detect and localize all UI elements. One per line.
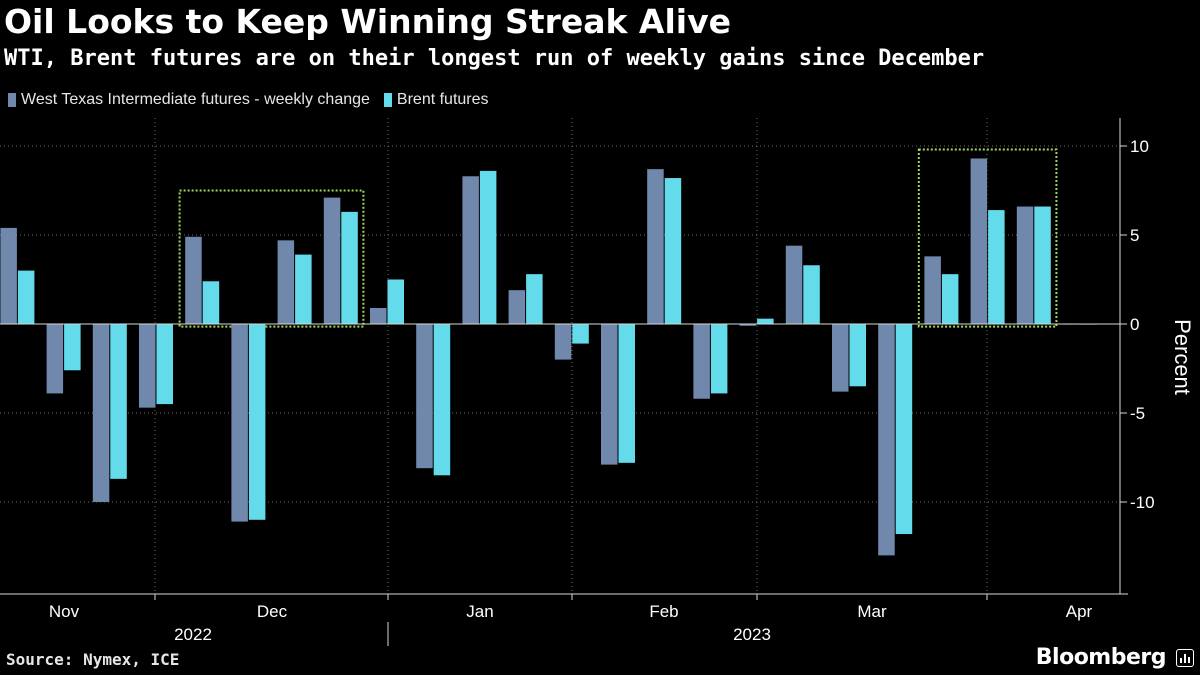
bar-brent-2022-11-18 (156, 324, 173, 405)
chart-subtitle: WTI, Brent futures are on their longest … (4, 46, 985, 71)
legend-label-brent: Brent futures (396, 91, 489, 108)
bar-brent-2022-10-28 (17, 270, 35, 324)
bar-wti-2022-11-25 (185, 236, 202, 324)
bar-wti-2023-01-13 (508, 290, 526, 324)
y-tick-label: 0 (1130, 315, 1139, 334)
source-note: Source: Nymex, ICE (6, 650, 180, 669)
bar-wti-2023-03-03 (832, 324, 849, 392)
x-month-label: Feb (649, 602, 678, 621)
bar-wti-2023-01-20 (554, 324, 572, 360)
bar-brent-2022-11-04 (64, 324, 81, 371)
bar-wti-2023-02-10 (693, 324, 710, 399)
bar-brent-2022-11-25 (202, 281, 220, 324)
highlight-layer (178, 148, 1058, 328)
bloomberg-logo: Bloomberg (1035, 645, 1167, 670)
bar-brent-2023-01-13 (526, 274, 543, 324)
legend-swatch-brent (383, 93, 392, 107)
bar-brent-2023-02-10 (710, 324, 728, 394)
x-year-label: 2023 (733, 625, 771, 644)
bar-wti-2023-03-10 (878, 324, 895, 556)
y-tick-label: 5 (1130, 226, 1139, 245)
bar-wti-2022-12-23 (370, 307, 387, 324)
legend-item-wti: West Texas Intermediate futures - weekly… (8, 91, 370, 109)
bar-wti-2022-12-30 (416, 324, 433, 469)
bar-brent-2022-12-23 (387, 279, 404, 324)
bar-brent-2023-02-24 (803, 265, 820, 324)
bar-layer (0, 158, 1097, 556)
bar-brent-2022-12-16 (341, 211, 358, 324)
y-axis-title: Percent (1170, 319, 1195, 395)
bar-wti-2022-12-02 (231, 324, 248, 522)
bar-wti-2022-12-09 (277, 240, 295, 324)
y-tick-label: -5 (1130, 404, 1145, 423)
bar-brent-2023-01-20 (572, 324, 589, 344)
bar-wti-2023-03-17 (924, 256, 941, 324)
x-month-label: Jan (466, 602, 493, 621)
legend-item-brent: Brent futures (383, 91, 489, 109)
bar-brent-2023-01-27 (618, 324, 635, 463)
x-month-label: Nov (49, 602, 80, 621)
bar-wti-2022-11-11 (92, 324, 110, 502)
y-tick-label: -10 (1130, 493, 1155, 512)
x-year-label: 2022 (174, 625, 212, 644)
bar-brent-2022-12-09 (295, 254, 312, 324)
bar-wti-2022-11-04 (46, 324, 64, 394)
grid-layer (0, 118, 1120, 594)
bar-wti-2023-02-03 (647, 169, 664, 324)
bar-brent-2022-12-30 (433, 324, 451, 476)
bar-brent-2023-03-10 (895, 324, 913, 535)
x-month-label: Apr (1066, 602, 1093, 621)
bar-brent-2023-03-03 (849, 324, 866, 387)
bar-wti-2022-11-18 (139, 324, 156, 408)
bar-wti-2023-03-24 (970, 158, 988, 324)
bloomberg-chart-icon (1176, 649, 1194, 667)
bar-wti-2023-01-27 (601, 324, 618, 465)
bar-wti-2022-10-28 (0, 227, 17, 324)
legend: West Texas Intermediate futures - weekly… (8, 91, 503, 109)
bar-brent-2023-03-24 (988, 210, 1005, 324)
bar-wti-2023-01-06 (462, 176, 479, 324)
legend-swatch-wti (8, 93, 16, 107)
bar-wti-2023-03-31 (1016, 206, 1034, 324)
bar-brent-2023-03-17 (941, 274, 959, 324)
legend-label-wti: West Texas Intermediate futures - weekly… (21, 91, 370, 108)
bar-wti-2023-02-17 (739, 324, 757, 326)
bar-brent-2023-03-31 (1034, 206, 1051, 324)
bar-brent-2022-12-02 (248, 324, 266, 520)
x-month-label: Dec (257, 602, 288, 621)
bar-brent-2023-02-17 (757, 318, 774, 324)
bar-wti-2022-12-16 (323, 197, 341, 324)
bar-brent-2022-11-11 (110, 324, 127, 479)
chart-title: Oil Looks to Keep Winning Streak Alive (4, 2, 731, 41)
y-tick-label: 10 (1130, 137, 1149, 156)
highlight-box-2 (917, 148, 1058, 328)
bar-wti-2023-02-24 (785, 245, 803, 324)
bar-brent-2023-01-06 (479, 170, 497, 324)
axis-layer: 10 5 0 -5 -10 Percent Nov Dec Jan Feb Mar Apr 2022 20… (0, 118, 1195, 646)
bar-brent-2023-02-03 (664, 178, 682, 324)
x-month-label: Mar (857, 602, 887, 621)
